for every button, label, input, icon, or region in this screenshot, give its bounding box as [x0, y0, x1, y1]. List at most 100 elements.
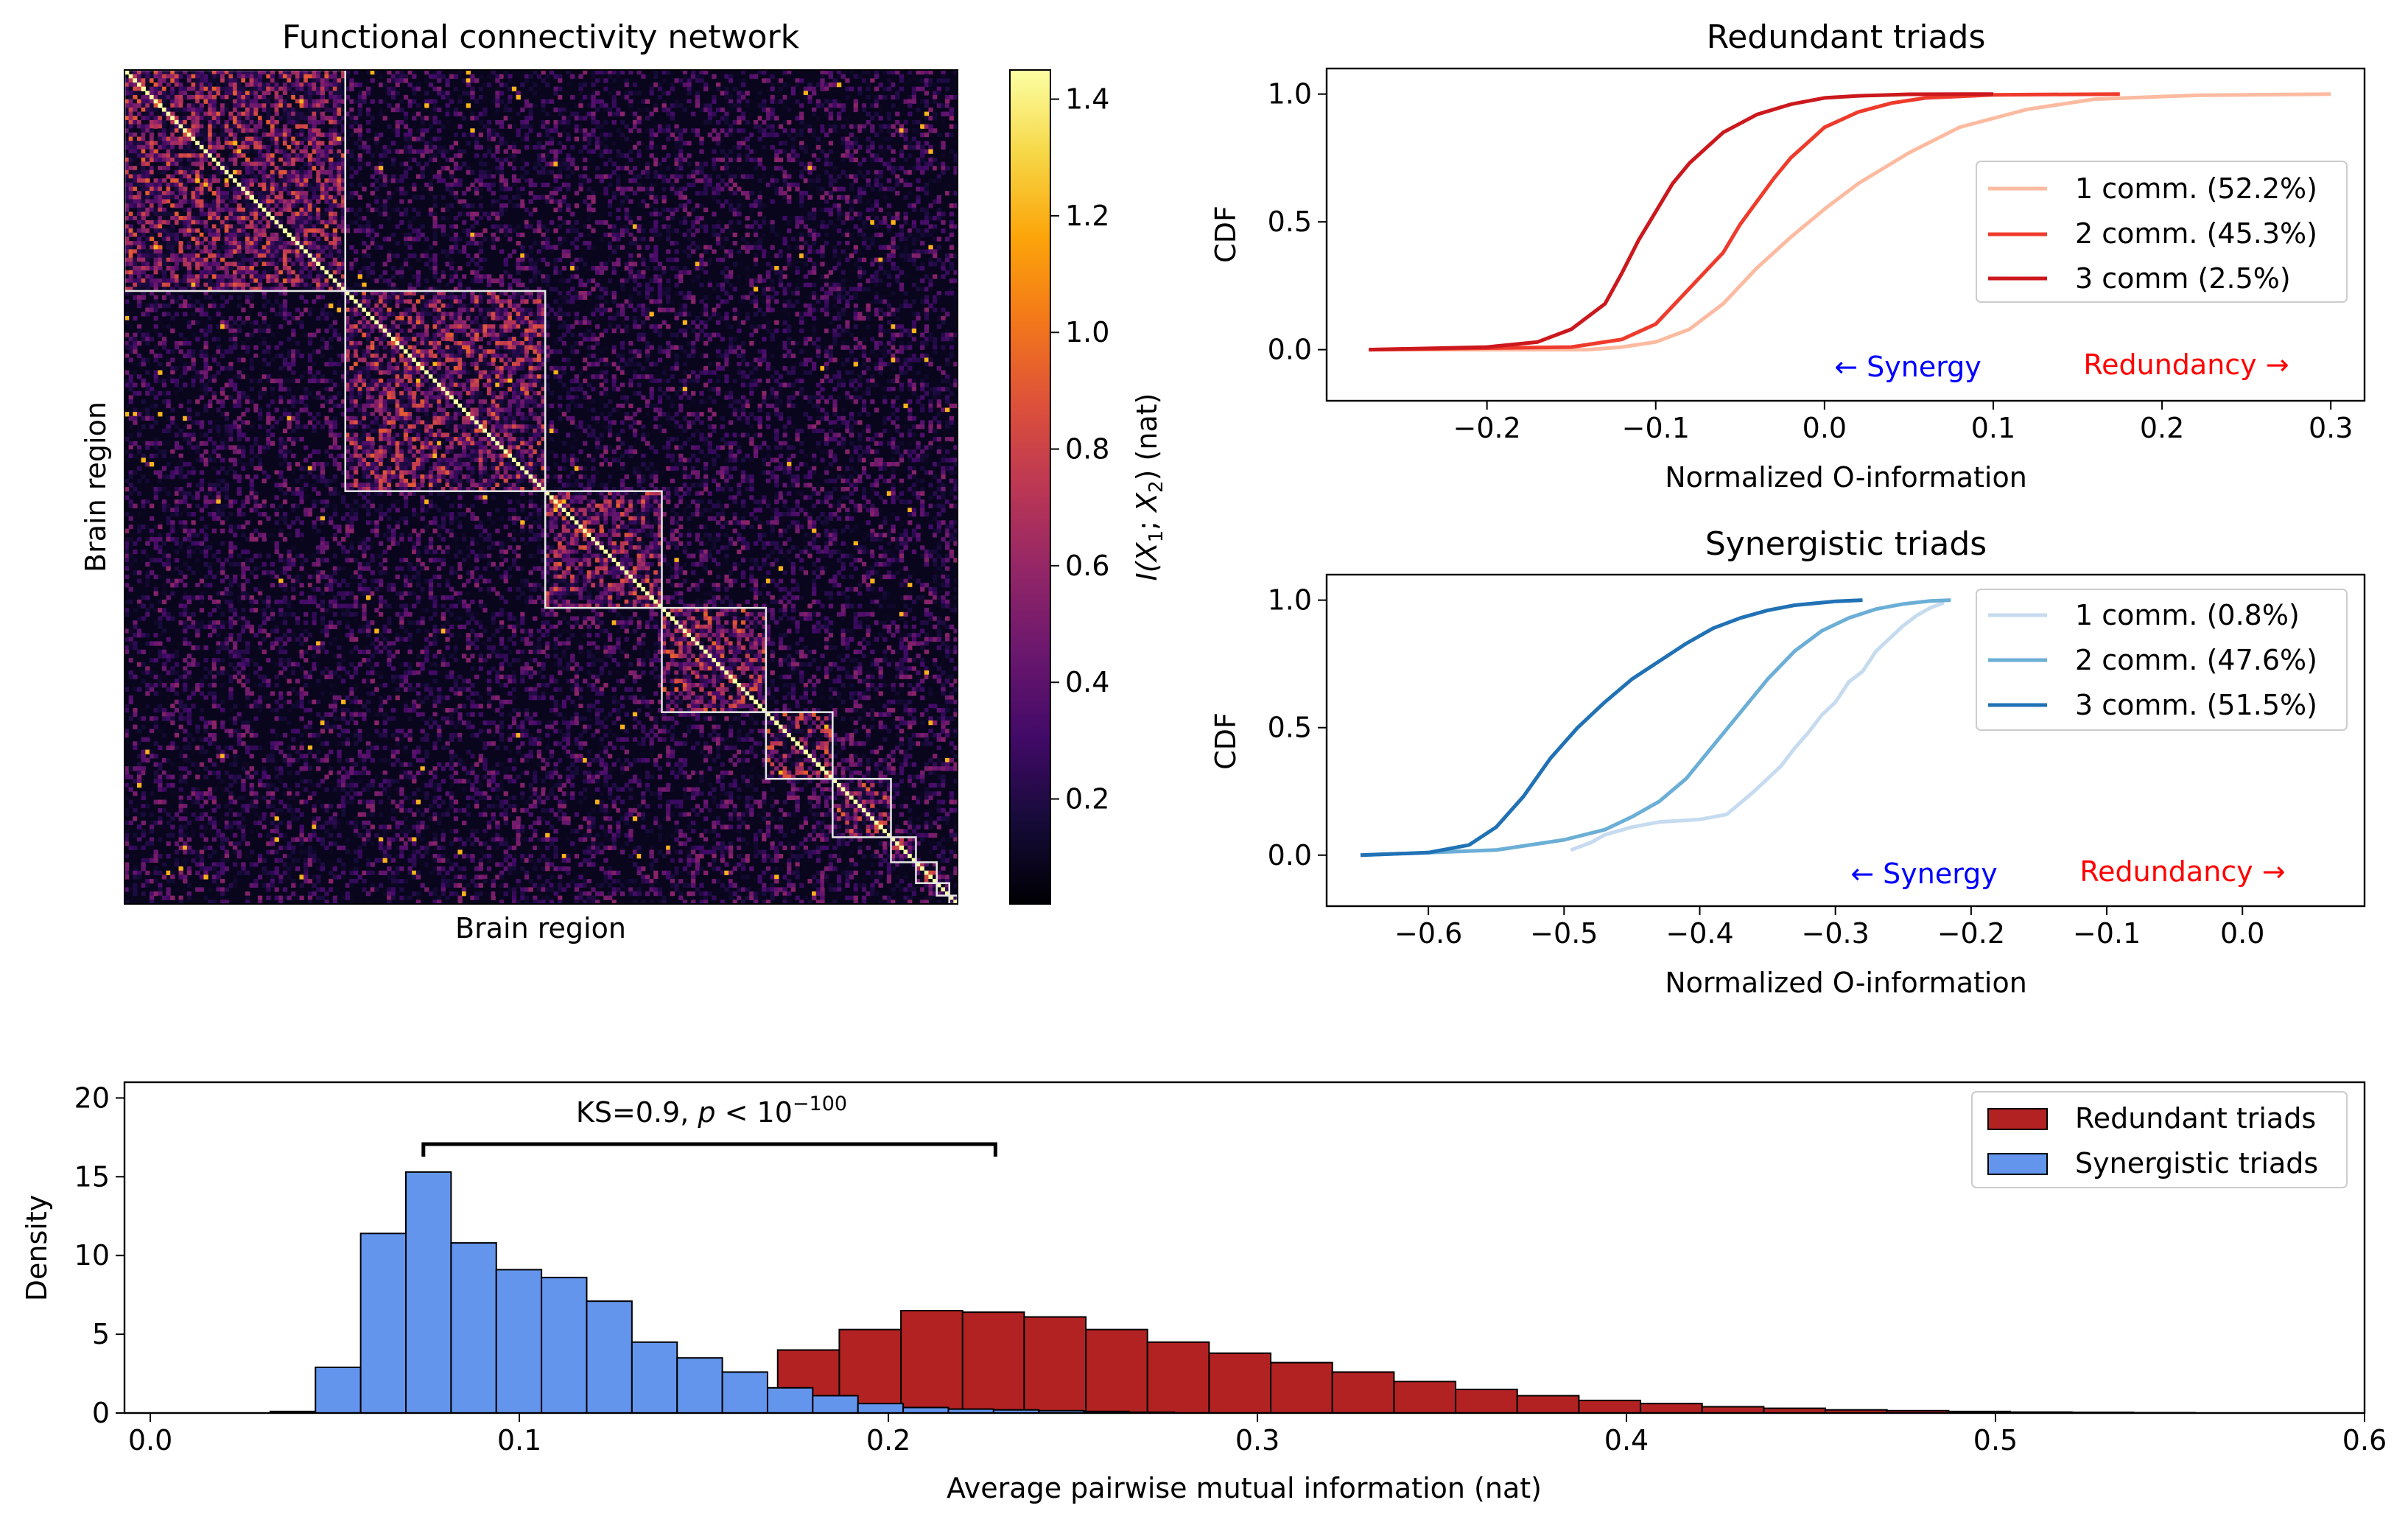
heatmap-cell: [124, 253, 130, 259]
heatmap-cell: [208, 303, 213, 309]
heatmap-cell: [183, 186, 188, 192]
heatmap-cell: [345, 161, 350, 166]
heatmap-cell: [503, 74, 508, 79]
heatmap-cell: [287, 99, 292, 104]
heatmap-cell: [170, 653, 175, 659]
heatmap-cell: [332, 70, 338, 75]
heatmap-cell: [133, 566, 138, 571]
heatmap-cell: [186, 86, 192, 91]
heatmap-cell: [908, 144, 913, 150]
heatmap-cell: [720, 166, 725, 171]
heatmap-cell: [570, 169, 575, 175]
heatmap-cell: [745, 174, 750, 179]
heatmap-cell: [233, 132, 238, 138]
heatmap-cell: [128, 203, 133, 208]
heatmap-cell: [253, 136, 259, 141]
heatmap-cell: [503, 70, 508, 75]
heatmap-cell: [141, 712, 146, 717]
heatmap-cell: [878, 82, 883, 88]
heatmap-cell: [337, 141, 342, 146]
heatmap-cell: [186, 249, 192, 254]
heatmap-cell: [511, 124, 517, 129]
heatmap-cell: [203, 207, 208, 213]
heatmap-cell: [208, 437, 213, 442]
heatmap-cell: [924, 111, 930, 116]
heatmap-cell: [224, 287, 229, 292]
heatmap-cell: [211, 395, 217, 400]
heatmap-cell: [374, 178, 379, 183]
heatmap-cell: [153, 153, 158, 158]
heatmap-cell: [691, 149, 696, 154]
heatmap-cell: [199, 599, 205, 605]
heatmap-cell: [341, 91, 346, 96]
heatmap-cell: [329, 141, 334, 146]
heatmap-cell: [133, 816, 138, 821]
heatmap-cell: [149, 658, 155, 663]
heatmap-cell: [153, 353, 158, 359]
heatmap-cell: [516, 132, 521, 138]
heatmap-cell: [566, 124, 571, 129]
heatmap-cell: [291, 91, 296, 96]
heatmap-cell: [128, 645, 133, 651]
heatmap-cell: [270, 99, 275, 104]
heatmap-cell: [790, 91, 796, 96]
heatmap-cell: [370, 136, 375, 141]
heatmap-cell: [228, 153, 234, 158]
heatmap-cell: [149, 149, 155, 154]
heatmap-cell: [211, 78, 217, 83]
heatmap-cell: [703, 174, 709, 179]
heatmap-cell: [403, 169, 409, 175]
heatmap-cell: [178, 900, 183, 904]
heatmap-cell: [278, 99, 284, 104]
heatmap-cell: [141, 416, 146, 421]
heatmap-cell: [124, 829, 130, 834]
heatmap-cell: [599, 141, 604, 146]
heatmap-cell: [908, 166, 913, 171]
heatmap-cell: [166, 895, 171, 900]
heatmap-cell: [674, 136, 679, 141]
heatmap-cell: [236, 166, 242, 171]
heatmap-cell: [220, 136, 225, 141]
heatmap-cell: [178, 766, 183, 771]
heatmap-cell: [749, 74, 754, 79]
heatmap-cell: [649, 70, 654, 75]
heatmap-cell: [216, 349, 221, 354]
heatmap-cell: [174, 862, 180, 867]
heatmap-cell: [166, 166, 171, 171]
heatmap-cell: [220, 70, 225, 75]
heatmap-cell: [320, 99, 326, 104]
heatmap-cell: [186, 533, 192, 538]
heatmap-cell: [370, 174, 375, 179]
heatmap-cell: [195, 228, 200, 234]
heatmap-cell: [762, 107, 767, 113]
heatmap-cell: [803, 161, 809, 166]
heatmap-cell: [878, 128, 883, 133]
heatmap-cell: [183, 253, 188, 259]
heatmap-cell: [124, 257, 130, 262]
heatmap-cell: [387, 91, 392, 96]
heatmap-cell: [208, 211, 213, 217]
heatmap-cell: [778, 157, 784, 163]
heatmap-cell: [787, 157, 792, 163]
heatmap-cell: [274, 157, 279, 163]
heatmap-cell: [849, 157, 854, 163]
heatmap-cell: [124, 412, 130, 417]
heatmap-cell: [136, 837, 142, 842]
heatmap-cell: [141, 119, 146, 125]
heatmap-cell: [136, 224, 142, 229]
heatmap-cell: [911, 144, 917, 150]
heatmap-cell: [920, 124, 925, 129]
heatmap-cell: [412, 70, 417, 75]
heatmap-cell: [141, 124, 146, 129]
heatmap-cell: [233, 641, 238, 646]
heatmap-cell: [195, 353, 200, 359]
heatmap-cell: [136, 128, 142, 133]
heatmap-cell: [849, 86, 854, 91]
heatmap-cell: [687, 99, 692, 104]
heatmap-cell: [740, 141, 746, 146]
heatmap-cell: [628, 178, 633, 183]
heatmap-cell: [199, 862, 205, 867]
heatmap-cell: [145, 249, 150, 254]
heatmap-cell: [341, 74, 346, 79]
heatmap-cell: [174, 103, 180, 108]
